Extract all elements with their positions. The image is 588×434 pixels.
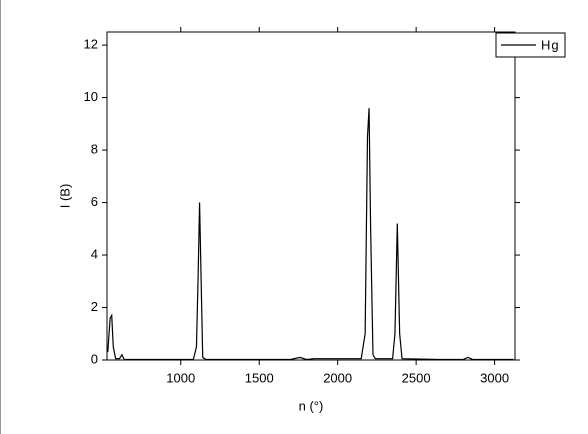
x-tick-label: 1500 [245,370,274,385]
y-tick-label: 8 [91,142,98,157]
y-tick-label: 2 [91,299,98,314]
plot-frame [106,31,516,361]
y-tick-label: 0 [91,351,98,366]
y-tick-label: 6 [91,194,98,209]
y-axis-label: I (B) [57,184,72,209]
x-tick-label: 1000 [166,370,195,385]
y-tick-label: 10 [84,89,98,104]
x-tick-label: 2000 [323,370,352,385]
series-line [107,108,514,361]
y-tick-label: 4 [91,246,98,261]
x-tick-label: 3000 [480,370,509,385]
legend-label: Hg [541,37,560,52]
x-tick-label: 2500 [402,370,431,385]
y-tick-label: 12 [84,37,98,52]
x-axis-label: n (°) [299,398,324,413]
